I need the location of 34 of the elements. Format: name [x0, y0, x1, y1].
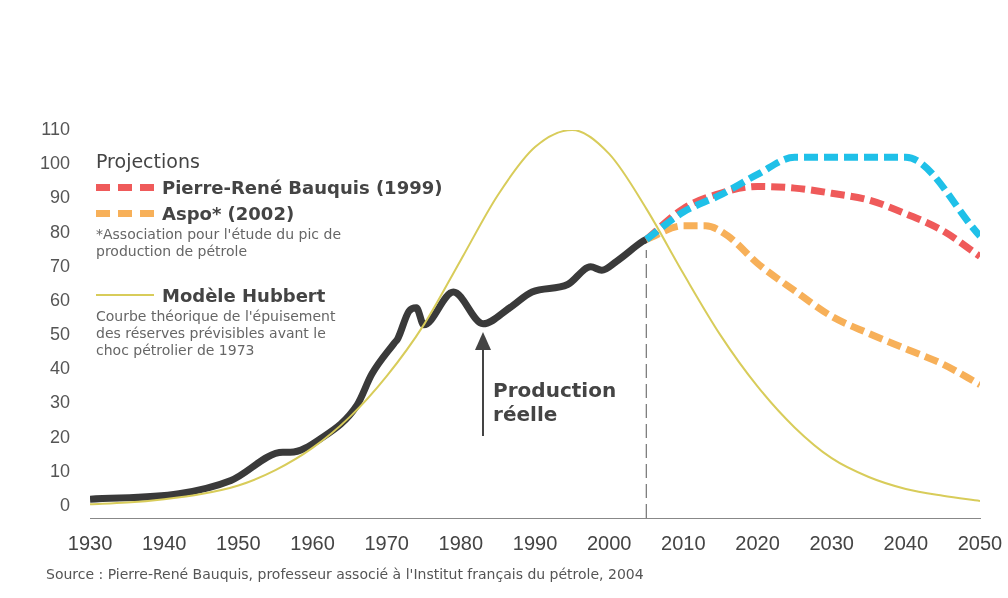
y-tick-label: 50 — [50, 324, 71, 345]
y-tick-label: 70 — [50, 255, 71, 276]
annotation: *Association pour l'étude du pic de production de pétrole — [96, 226, 342, 260]
source-note: Source : Pierre-René Bauquis, professeur associé à l'Institut français du pétrole, 2004 — [46, 566, 644, 582]
x-tick-label: 2010 — [661, 531, 706, 554]
legend-label: Pierre-René Bauquis (1999) — [162, 176, 443, 198]
x-tick-label: 2030 — [809, 531, 854, 554]
x-tick-label: 1980 — [438, 531, 484, 554]
x-tick-label: 1990 — [512, 531, 558, 554]
y-tick-label: 80 — [50, 221, 71, 242]
x-tick-label: 1930 — [67, 531, 113, 554]
y-tick-label: 0 — [60, 495, 71, 515]
x-tick-label: 1950 — [216, 531, 261, 554]
legend-label: Modèle Hubbert — [162, 284, 326, 306]
annotation: Courbe théorique de l'épuisement des réserves prévisibles avant le choc pétrolier de 1973 — [96, 308, 337, 359]
y-tick-label: 90 — [50, 187, 71, 208]
y-tick-label: 10 — [50, 460, 71, 481]
y-tick-label: 60 — [50, 289, 71, 310]
y-tick-label: 30 — [50, 392, 71, 413]
y-tick-label: 20 — [50, 426, 71, 447]
x-tick-label: 1970 — [364, 531, 409, 554]
x-tick-label: 2050 — [957, 531, 1003, 554]
line-series — [90, 130, 980, 506]
x-tick-label: 2000 — [586, 531, 632, 554]
x-tick-label: 2020 — [735, 531, 780, 554]
legend-label: Aspo* (2002) — [162, 202, 295, 224]
x-tick-label: 2040 — [883, 531, 929, 554]
legend-title: Projections — [96, 150, 201, 172]
x-tick-label: 1960 — [290, 531, 335, 554]
annotation: Production réelle — [493, 378, 617, 427]
y-tick-label: 110 — [41, 118, 71, 139]
y-tick-label: 40 — [50, 358, 71, 379]
y-tick-label: 100 — [39, 153, 71, 174]
x-tick-label: 1940 — [141, 531, 187, 554]
